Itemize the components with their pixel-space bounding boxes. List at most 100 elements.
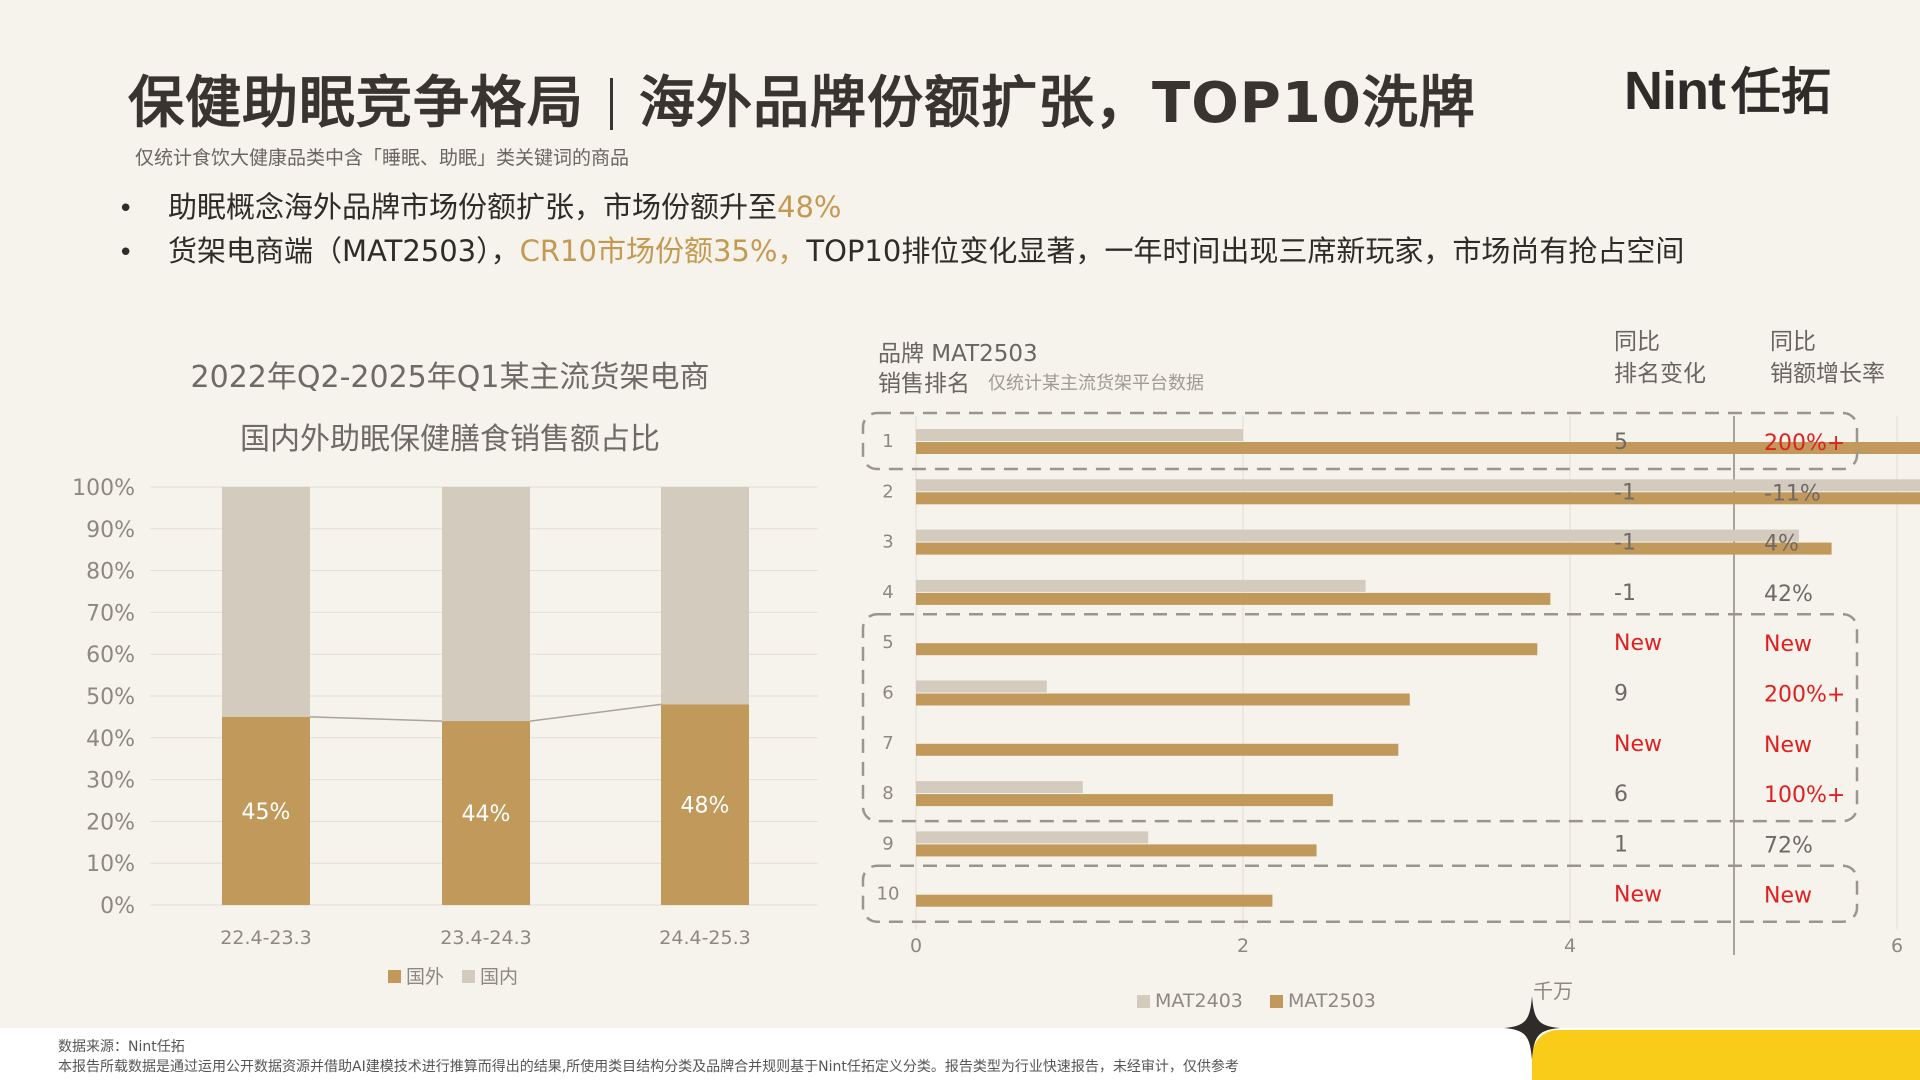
x-tick-label: 6 (1891, 935, 1903, 957)
growth-value: 72% (1764, 833, 1813, 858)
rank-change-value: 1 (1614, 832, 1628, 857)
y-tick-label: 60% (86, 643, 135, 668)
header-rank-change-line2: 排名变化 (1614, 361, 1706, 387)
highlight-dashed-box (861, 612, 1859, 823)
bar-mat2503 (916, 894, 1273, 907)
x-tick-label: 23.4-24.3 (440, 927, 531, 949)
x-tick-label: 0 (910, 935, 922, 957)
rank-label: 3 (882, 532, 893, 553)
rank-change-value: -1 (1614, 531, 1636, 556)
title-separator (610, 78, 613, 130)
bar-mat2503 (916, 743, 1399, 756)
rank-label: 4 (882, 582, 893, 603)
bar-mat2403 (916, 529, 1799, 542)
y-tick-label: 100% (72, 476, 135, 501)
growth-value: New (1764, 632, 1812, 657)
bar-mat2403 (916, 781, 1083, 794)
rank-change-value: New (1614, 732, 1662, 757)
bullet-rest: TOP10排位变化显著，一年时间出现三席新玩家，市场尚有抢占空间 (806, 234, 1685, 268)
growth-value: 42% (1764, 582, 1813, 607)
bar-mat2503 (916, 693, 1410, 706)
footer-accent (1532, 1030, 1920, 1080)
header-rank-change: 同比 排名变化 (1614, 326, 1706, 390)
legend-swatch-mat2403 (1137, 995, 1150, 1008)
bullet-dot: • (118, 238, 134, 268)
bar-mat2503 (916, 844, 1317, 857)
growth-value: 200%+ (1764, 431, 1845, 456)
connector-line (529, 703, 662, 722)
bar-domestic (442, 487, 530, 722)
y-tick-label: 40% (86, 727, 135, 752)
logo-text-en: Nint (1624, 61, 1726, 121)
legend-swatch-domestic (462, 970, 475, 983)
logo-text-cn: 任拓 (1730, 63, 1831, 121)
growth-value: New (1764, 884, 1812, 909)
page-subtitle: 仅统计食饮大健康品类中含「睡眠、助眠」类关键词的商品 (135, 147, 630, 169)
legend-swatch-overseas (388, 970, 401, 983)
bar-mat2503 (916, 794, 1333, 807)
share-stacked-bar-chart: 0% 10% 20% 30% 40% 50% 60% 70% 80% 90% 100% 45% 22.4… (72, 476, 818, 988)
sparkle-icon (1504, 996, 1560, 1060)
legend-swatch-mat2503 (1270, 995, 1283, 1008)
right-chart-header-brand: 品牌 MAT2503 (878, 341, 1038, 367)
x-tick-label: 22.4-23.3 (220, 927, 311, 949)
y-tick-label: 30% (86, 769, 135, 794)
footer-source: 数据来源：Nint任拓 (58, 1039, 185, 1055)
rank-label: 8 (882, 783, 893, 804)
x-axis-unit: 千万 (1533, 979, 1573, 1003)
x-tick-label: 24.4-25.3 (659, 927, 750, 949)
bar-overseas (661, 704, 749, 905)
bar-mat2503 (916, 442, 1920, 454)
growth-value: 100%+ (1764, 783, 1845, 808)
bullet-highlight: CR10市场份额35%， (519, 234, 807, 268)
page-title: 保健助眠竞争格局 海外品牌份额扩张，TOP10洗牌 (128, 58, 1476, 139)
bar-mat2403 (916, 429, 1243, 441)
y-tick-label: 10% (86, 852, 135, 877)
growth-value: -11% (1764, 481, 1821, 506)
footer-disclaimer: 本报告所载数据是通过运用公开数据资源并借助AI建模技术进行推算而得出的结果,所使… (58, 1059, 1239, 1075)
y-tick-label: 80% (86, 560, 135, 585)
rank-label: 5 (882, 632, 893, 653)
brand-logo: Nint 任拓 (1624, 52, 1831, 124)
bullet-text: 货架电商端（MAT2503）， (168, 234, 520, 268)
bar-mat2403 (916, 680, 1047, 693)
bar-mat2403 (916, 579, 1366, 592)
legend-label-overseas: 国外 (406, 966, 444, 988)
left-chart-title-line1: 2022年Q2-2025年Q1某主流货架电商 (190, 360, 710, 395)
bar-domestic (661, 487, 749, 705)
bar-mat2503 (916, 542, 1832, 555)
y-tick-label: 50% (86, 685, 135, 710)
bar-domestic (222, 487, 310, 717)
title-left: 保健助眠竞争格局 (128, 71, 584, 136)
bar-data-label: 44% (462, 802, 511, 827)
right-chart-header-note: 仅统计某主流货架平台数据 (988, 373, 1204, 394)
y-tick-label: 0% (100, 894, 135, 919)
rank-change-value: New (1614, 883, 1662, 908)
connector-line (309, 716, 443, 722)
bullet-dot: • (118, 194, 134, 224)
left-chart-title-line2: 国内外助眠保健膳食销售额占比 (240, 422, 660, 457)
rank-change-value: 5 (1614, 430, 1628, 455)
rank-change-value: New (1614, 631, 1662, 656)
rank-label: 7 (882, 733, 893, 754)
rank-change-value: -1 (1614, 581, 1636, 606)
bar-mat2503 (916, 592, 1551, 605)
bar-mat2503 (916, 492, 1920, 505)
y-tick-label: 20% (86, 810, 135, 835)
rank-change-value: -1 (1614, 480, 1636, 505)
header-growth-line2: 销额增长率 (1770, 361, 1885, 387)
legend-label-domestic: 国内 (480, 966, 518, 988)
right-chart-header-rank: 销售排名 (878, 371, 970, 397)
highlight-dashed-box (861, 864, 1859, 923)
bar-overseas (442, 721, 530, 905)
y-tick-label: 90% (86, 518, 135, 543)
title-right: 海外品牌份额扩张，TOP10洗牌 (639, 71, 1476, 136)
rank-label: 2 (882, 481, 893, 502)
bar-mat2503 (916, 643, 1538, 656)
header-growth-rate: 同比 销额增长率 (1770, 326, 1885, 390)
x-tick-label: 4 (1564, 935, 1576, 957)
rank-label: 9 (882, 833, 893, 854)
growth-value: New (1764, 733, 1812, 758)
bar-data-label: 45% (242, 800, 291, 825)
bullet-highlight: 48% (777, 190, 842, 224)
